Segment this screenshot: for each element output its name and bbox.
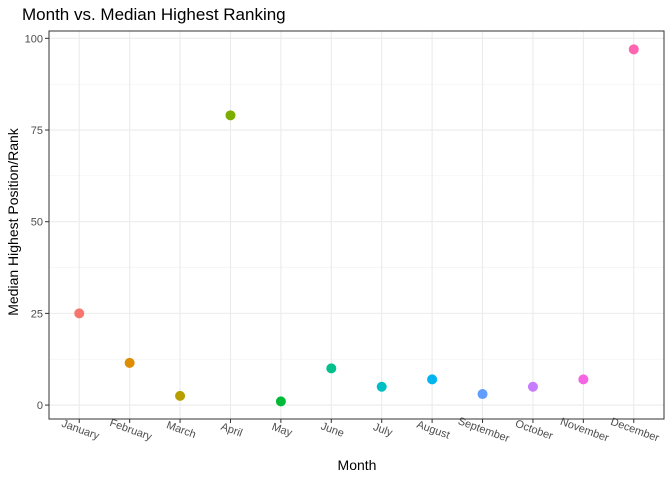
x-tick-label: March [165,419,198,441]
y-tick-label: 50 [31,217,43,229]
x-tick-label: October [514,418,555,443]
y-tick-label: 100 [25,33,43,45]
data-point [175,390,186,401]
y-tick-label: 0 [37,400,43,412]
data-point [527,381,538,392]
x-tick-label: November [558,416,610,445]
data-point [74,308,85,319]
x-tick-label: August [415,419,451,442]
y-tick-label: 75 [31,125,43,137]
data-point [628,44,639,55]
x-tick-label: September [456,415,511,445]
data-point [225,110,236,121]
data-point [275,396,286,407]
chart-title: Month vs. Median Highest Ranking [22,5,286,24]
x-tick-label: June [319,420,346,439]
data-point [376,381,387,392]
x-tick-label: April [219,421,244,440]
x-tick-label: May [270,421,294,440]
panel-border [48,30,665,420]
plot-panel: 0 25 50 75 100 January February March April May Ju… [25,30,665,445]
data-point [427,374,438,385]
y-axis-title: Median Highest Position/Rank [5,127,21,316]
y-tick-label: 25 [31,308,43,320]
data-point [477,389,488,400]
data-point [124,357,135,368]
x-axis-title: Month [338,457,377,473]
data-point [326,363,337,374]
data-point [578,374,589,385]
x-tick-label: February [108,417,154,444]
x-tick-label: July [371,421,394,439]
x-tick-label: December [609,416,661,445]
x-tick-label: January [60,418,101,443]
